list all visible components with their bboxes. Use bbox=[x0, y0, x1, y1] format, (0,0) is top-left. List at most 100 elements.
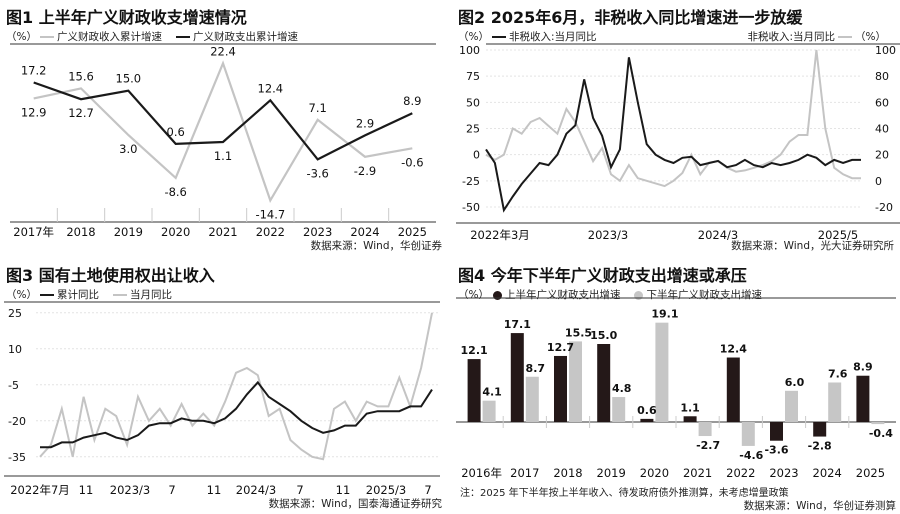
x-tick-label: 2023 bbox=[769, 466, 798, 480]
y-tick-label: 10 bbox=[8, 343, 22, 356]
series-cumulative-line bbox=[40, 380, 433, 449]
panel-1-source: 数据来源：Wind，华创证券 bbox=[310, 240, 442, 252]
panel-4-title: 图4 今年下半年广义财政支出增速或承压 bbox=[458, 266, 747, 285]
x-tick-label: 2019 bbox=[114, 225, 143, 239]
bar-h1 bbox=[856, 375, 870, 422]
data-label-expenditure: 17.2 bbox=[21, 64, 47, 78]
panel-3-title: 图3 国有土地使用权出让收入 bbox=[6, 266, 215, 285]
y-tick-label: 25 bbox=[8, 307, 22, 320]
series-monthly-line bbox=[39, 312, 433, 461]
x-tick-label: 2023 bbox=[303, 225, 332, 239]
bar-h1 bbox=[597, 344, 611, 422]
panel-3: 图3 国有土地使用权出让收入 （%） 累计同比 当月同比 25 10 -5 -20 -35 2… bbox=[4, 260, 444, 514]
bar-h2 bbox=[482, 400, 496, 422]
bar-h1 bbox=[813, 422, 827, 437]
y-tick-right: 60 bbox=[875, 96, 889, 109]
bar-h1 bbox=[467, 359, 481, 422]
bar-h2 bbox=[569, 341, 582, 422]
data-label-h1: 15.0 bbox=[590, 329, 617, 342]
x-tick-label: 2020 bbox=[640, 466, 669, 480]
data-label-h2: -0.4 bbox=[869, 427, 893, 440]
series-left-line bbox=[485, 57, 861, 213]
x-tick-label: 2021 bbox=[683, 466, 712, 480]
x-tick-label: 2024 bbox=[350, 225, 379, 239]
y-tick-label: -20 bbox=[8, 415, 26, 428]
data-label-h1: 12.1 bbox=[461, 344, 488, 357]
data-label-revenue: 22.4 bbox=[210, 44, 236, 58]
bar-h2 bbox=[612, 397, 626, 422]
y-tick-left: -50 bbox=[462, 201, 480, 214]
bar-h1 bbox=[683, 416, 697, 422]
y-tick-left: 75 bbox=[466, 70, 480, 83]
panel-2: 图2 2025年6月，非税收入同比增速进一步放缓 （%） 非税收入:当月同比 非税… bbox=[456, 2, 900, 258]
data-label-expenditure: 0.6 bbox=[167, 125, 185, 139]
y-tick-label: -5 bbox=[8, 379, 19, 392]
data-label-h1: 12.4 bbox=[720, 343, 747, 356]
data-label-revenue: 15.6 bbox=[68, 69, 94, 83]
data-label-revenue: 7.1 bbox=[309, 101, 327, 115]
panel-4-source: 数据来源：Wind，华创证券测算 bbox=[743, 500, 896, 512]
chart-1-svg: 12.9 15.6 3.0 -8.6 22.4 -14.7 7.1 -2.9 -0.6 17.2 1… bbox=[10, 43, 436, 239]
x-tick-label: 2020 bbox=[161, 225, 190, 239]
series-right-line bbox=[485, 49, 861, 188]
x-tick-label: 7 bbox=[168, 483, 175, 497]
y-tick-left: 50 bbox=[466, 96, 480, 109]
bar-h1 bbox=[640, 418, 654, 422]
x-tick-label: 2018 bbox=[553, 466, 582, 480]
data-label-h2: 19.1 bbox=[651, 308, 678, 321]
data-label-h1: 1.1 bbox=[680, 401, 700, 414]
x-tick-label: 2025 bbox=[856, 466, 885, 480]
panel-2-source: 数据来源：Wind，光大证券研究所 bbox=[731, 240, 894, 252]
panel-2-legend-right: 非税收入:当月同比 （%） bbox=[747, 31, 886, 43]
bar-h2 bbox=[785, 390, 798, 422]
panel-3-source: 数据来源：Wind，国泰海通证券研究 bbox=[268, 498, 442, 510]
y-tick-label: -35 bbox=[8, 451, 26, 464]
data-label-expenditure: 15.0 bbox=[116, 72, 142, 86]
x-tick-label: 2024 bbox=[813, 466, 842, 480]
bar-h2 bbox=[698, 422, 712, 437]
series-revenue-line bbox=[33, 60, 413, 204]
data-label-h2: 15.5 bbox=[565, 326, 592, 339]
x-tick-label: 2023/3 bbox=[588, 228, 628, 242]
x-tick-label: 2018 bbox=[66, 225, 95, 239]
x-tick-label: 2024/3 bbox=[236, 483, 276, 497]
legend-swatch-gray bbox=[634, 290, 644, 300]
data-label-revenue: -2.9 bbox=[354, 164, 376, 178]
data-label-revenue: -8.6 bbox=[164, 185, 186, 199]
bar-h2 bbox=[525, 376, 539, 422]
x-tick-label: 7 bbox=[424, 483, 431, 497]
y-tick-left: 25 bbox=[466, 123, 480, 136]
bar-h2 bbox=[871, 422, 885, 425]
panel-1-legend: （%） 广义财政收入累计增速 广义财政支出累计增速 bbox=[6, 29, 298, 44]
x-tick-label: 2022年3月 bbox=[470, 228, 530, 242]
bar-h1 bbox=[510, 333, 524, 422]
data-label-h2: 4.1 bbox=[482, 386, 502, 399]
x-tick-label: 11 bbox=[336, 483, 351, 497]
data-label-expenditure: 12.4 bbox=[258, 81, 284, 95]
data-label-revenue: -14.7 bbox=[255, 207, 285, 221]
x-tick-label: 2024/3 bbox=[698, 228, 738, 242]
legend-swatch-gray bbox=[39, 36, 54, 38]
x-tick-label: 11 bbox=[207, 483, 222, 497]
bar-h1 bbox=[554, 355, 567, 422]
bar-h1 bbox=[770, 422, 783, 441]
legend-label-left: 非税收入:当月同比 bbox=[508, 31, 597, 43]
data-label-h1: 0.6 bbox=[637, 404, 657, 417]
x-tick-label: 2025/5 bbox=[818, 228, 858, 242]
legend-swatch-gray bbox=[112, 294, 127, 296]
x-tick-label: 2016年 bbox=[461, 466, 502, 480]
data-label-expenditure: -3.6 bbox=[306, 166, 328, 180]
data-label-expenditure: 2.9 bbox=[356, 116, 374, 130]
chart-4-svg: 12.1 4.1 2016年 17.1 8.7 2017 12.7 15.5 2018 15.0 4… bbox=[456, 297, 896, 480]
data-label-h2: 4.8 bbox=[612, 382, 632, 395]
panel-2-legend-left: （%） 非税收入:当月同比 bbox=[458, 29, 597, 44]
x-tick-label: 2019 bbox=[597, 466, 626, 480]
data-label-h1: 17.1 bbox=[504, 318, 531, 331]
legend-swatch-dark bbox=[39, 294, 54, 296]
x-tick-label: 11 bbox=[79, 483, 94, 497]
legend-label-cumulative: 累计同比 bbox=[56, 289, 99, 301]
data-label-revenue: -0.6 bbox=[401, 155, 423, 169]
bar-h1 bbox=[726, 357, 740, 422]
x-tick-label: 2017年 bbox=[13, 225, 54, 239]
y-tick-right: 20 bbox=[875, 149, 889, 162]
